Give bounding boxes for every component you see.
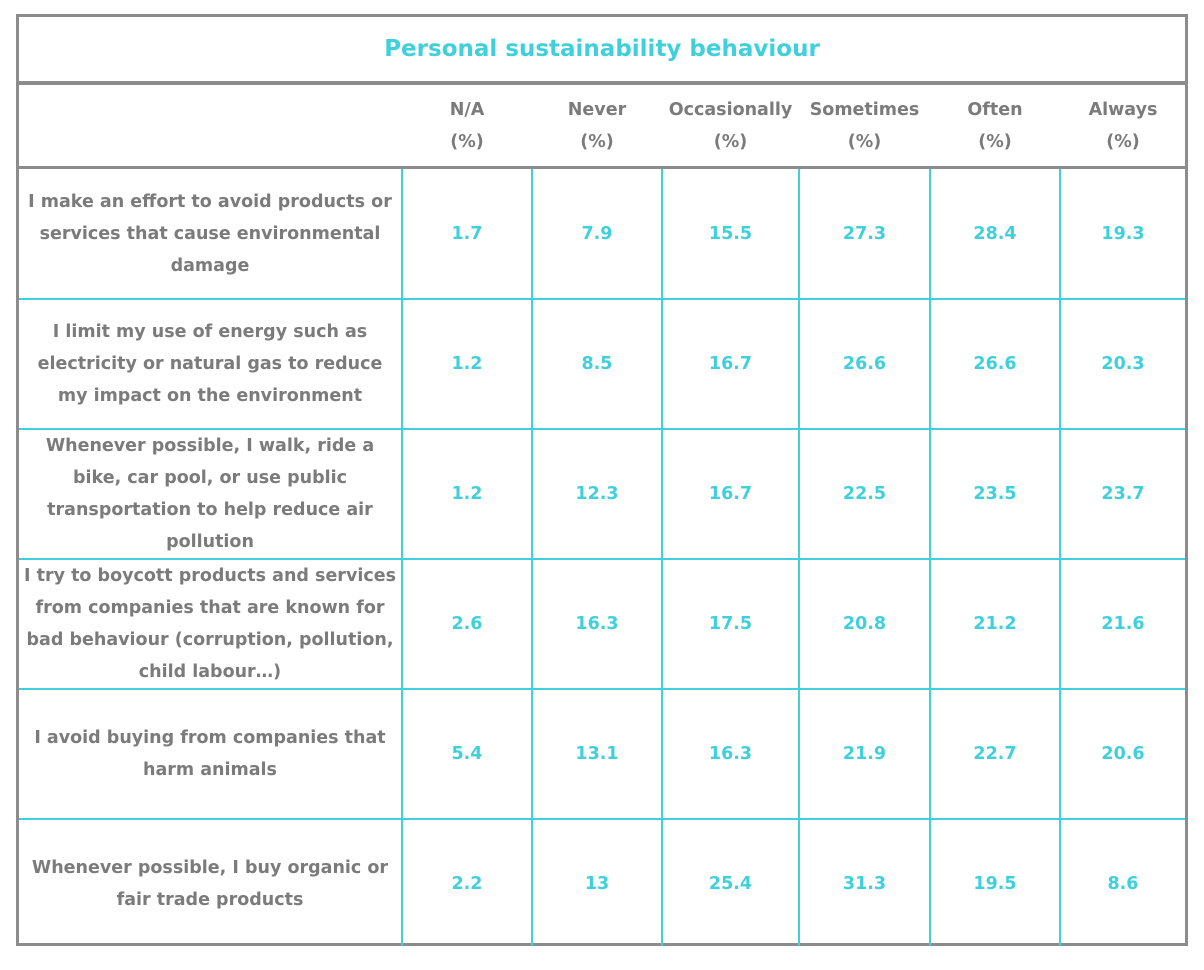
column-divider — [1059, 169, 1061, 946]
value-cell: 12.3 — [575, 484, 619, 504]
column-divider — [798, 169, 800, 946]
row-label-line: harm animals — [143, 760, 277, 780]
value-cell: 8.5 — [581, 354, 613, 374]
column-divider — [401, 169, 403, 946]
column-divider — [929, 169, 931, 946]
row-label-line: services that cause environmental — [39, 224, 381, 244]
row-label-line: I avoid buying from companies that — [34, 728, 386, 748]
value-cell: 25.4 — [708, 874, 753, 894]
value-cell: 16.7 — [708, 354, 753, 374]
column-divider — [531, 169, 533, 946]
row-label: I limit my use of energy such as electric… — [19, 299, 401, 429]
value-cell: 20.6 — [1101, 744, 1145, 764]
value-cell: 2.6 — [451, 614, 483, 634]
value-cell: 20.8 — [842, 614, 887, 634]
column-header-1: Never (%) — [533, 85, 661, 166]
row-label-line: bike, car pool, or use public — [73, 468, 347, 488]
value-cell: 16.3 — [575, 614, 619, 634]
value-cell: 31.3 — [842, 874, 887, 894]
column-header-line: Occasionally — [668, 99, 793, 120]
column-divider — [661, 169, 663, 946]
value-cell: 22.7 — [973, 744, 1017, 764]
row-label: I make an effort to avoid products or ser… — [19, 169, 401, 299]
column-header-line: (%) — [1106, 131, 1140, 152]
value-cell: 19.3 — [1101, 224, 1145, 244]
value-cell: 15.5 — [708, 224, 753, 244]
column-header-line: (%) — [580, 131, 614, 152]
value-cell: 1.2 — [451, 484, 483, 504]
row-label-line: from companies that are known for — [35, 598, 385, 618]
value-cell: 16.3 — [708, 744, 753, 764]
column-header-4: Often (%) — [931, 85, 1059, 166]
column-header-line: (%) — [978, 131, 1012, 152]
value-cell: 13.1 — [575, 744, 619, 764]
table-row: I try to boycott products and services fr… — [19, 559, 1185, 689]
row-label-line: electricity or natural gas to reduce — [37, 354, 383, 374]
value-cell: 1.7 — [451, 224, 483, 244]
row-label-line: child labour…) — [138, 662, 282, 682]
column-header-line: (%) — [713, 131, 748, 152]
value-cell: 2.2 — [451, 874, 483, 894]
column-header-line: (%) — [847, 131, 882, 152]
value-cell: 21.2 — [973, 614, 1017, 634]
value-cell: 13 — [584, 874, 610, 894]
value-cell: 26.6 — [842, 354, 887, 374]
table-row: Whenever possible, I buy organic or fair … — [19, 819, 1185, 949]
column-header-line: (%) — [450, 131, 484, 152]
column-header-line: Often — [967, 99, 1023, 120]
row-label-line: transportation to help reduce air — [47, 500, 373, 520]
row-divider — [19, 818, 1185, 820]
value-cell: 23.5 — [973, 484, 1017, 504]
value-cell: 21.9 — [842, 744, 887, 764]
column-header-3: Sometimes (%) — [800, 85, 929, 166]
value-cell: 27.3 — [842, 224, 887, 244]
row-label-line: I make an effort to avoid products or — [28, 192, 392, 212]
row-label-line: I try to boycott products and services — [23, 566, 397, 586]
row-label-line: my impact on the environment — [57, 386, 363, 406]
row-label-line: I limit my use of energy such as — [52, 322, 368, 342]
sustainability-table: Personal sustainability behaviour N/A (%)… — [16, 14, 1188, 946]
column-header-0: N/A (%) — [403, 85, 531, 166]
table-row: I make an effort to avoid products or ser… — [19, 169, 1185, 299]
value-cell: 26.6 — [973, 354, 1017, 374]
value-cell: 7.9 — [581, 224, 613, 244]
row-label-line: fair trade products — [116, 890, 304, 910]
row-label-line: bad behaviour (corruption, pollution, — [26, 630, 394, 650]
title-divider — [19, 81, 1185, 85]
row-divider — [19, 428, 1185, 430]
table-row: I avoid buying from companies that harm a… — [19, 689, 1185, 819]
value-cell: 17.5 — [708, 614, 753, 634]
row-label-line: pollution — [166, 532, 254, 552]
value-cell: 5.4 — [451, 744, 483, 764]
table-row: Whenever possible, I walk, ride a bike, c… — [19, 429, 1185, 559]
row-label: Whenever possible, I walk, ride a bike, c… — [19, 429, 401, 559]
value-cell: 1.2 — [451, 354, 483, 374]
column-header-line: Always — [1088, 99, 1158, 120]
row-label-line: damage — [170, 256, 250, 276]
value-cell: 28.4 — [973, 224, 1017, 244]
value-cell: 23.7 — [1101, 484, 1145, 504]
row-label-line: Whenever possible, I buy organic or — [31, 858, 389, 878]
row-label: Whenever possible, I buy organic or fair … — [19, 819, 401, 949]
value-cell: 22.5 — [842, 484, 887, 504]
table-row: I limit my use of energy such as electric… — [19, 299, 1185, 429]
value-cell: 21.6 — [1101, 614, 1145, 634]
row-divider — [19, 558, 1185, 560]
row-label-line: Whenever possible, I walk, ride a — [45, 436, 375, 456]
row-label: I try to boycott products and services fr… — [19, 559, 401, 689]
value-cell: 16.7 — [708, 484, 753, 504]
value-cell: 19.5 — [973, 874, 1017, 894]
row-divider — [19, 688, 1185, 690]
header-divider — [19, 166, 1185, 169]
column-header-line: Never — [567, 99, 627, 120]
value-cell: 20.3 — [1101, 354, 1145, 374]
column-header-line: N/A — [449, 99, 485, 120]
column-header-line: Sometimes — [809, 99, 920, 120]
row-divider — [19, 298, 1185, 300]
value-cell: 8.6 — [1107, 874, 1139, 894]
column-header-5: Always (%) — [1061, 85, 1185, 166]
column-header-2: Occasionally (%) — [663, 85, 798, 166]
table-title: Personal sustainability behaviour — [384, 36, 820, 62]
row-label: I avoid buying from companies that harm a… — [19, 689, 401, 819]
